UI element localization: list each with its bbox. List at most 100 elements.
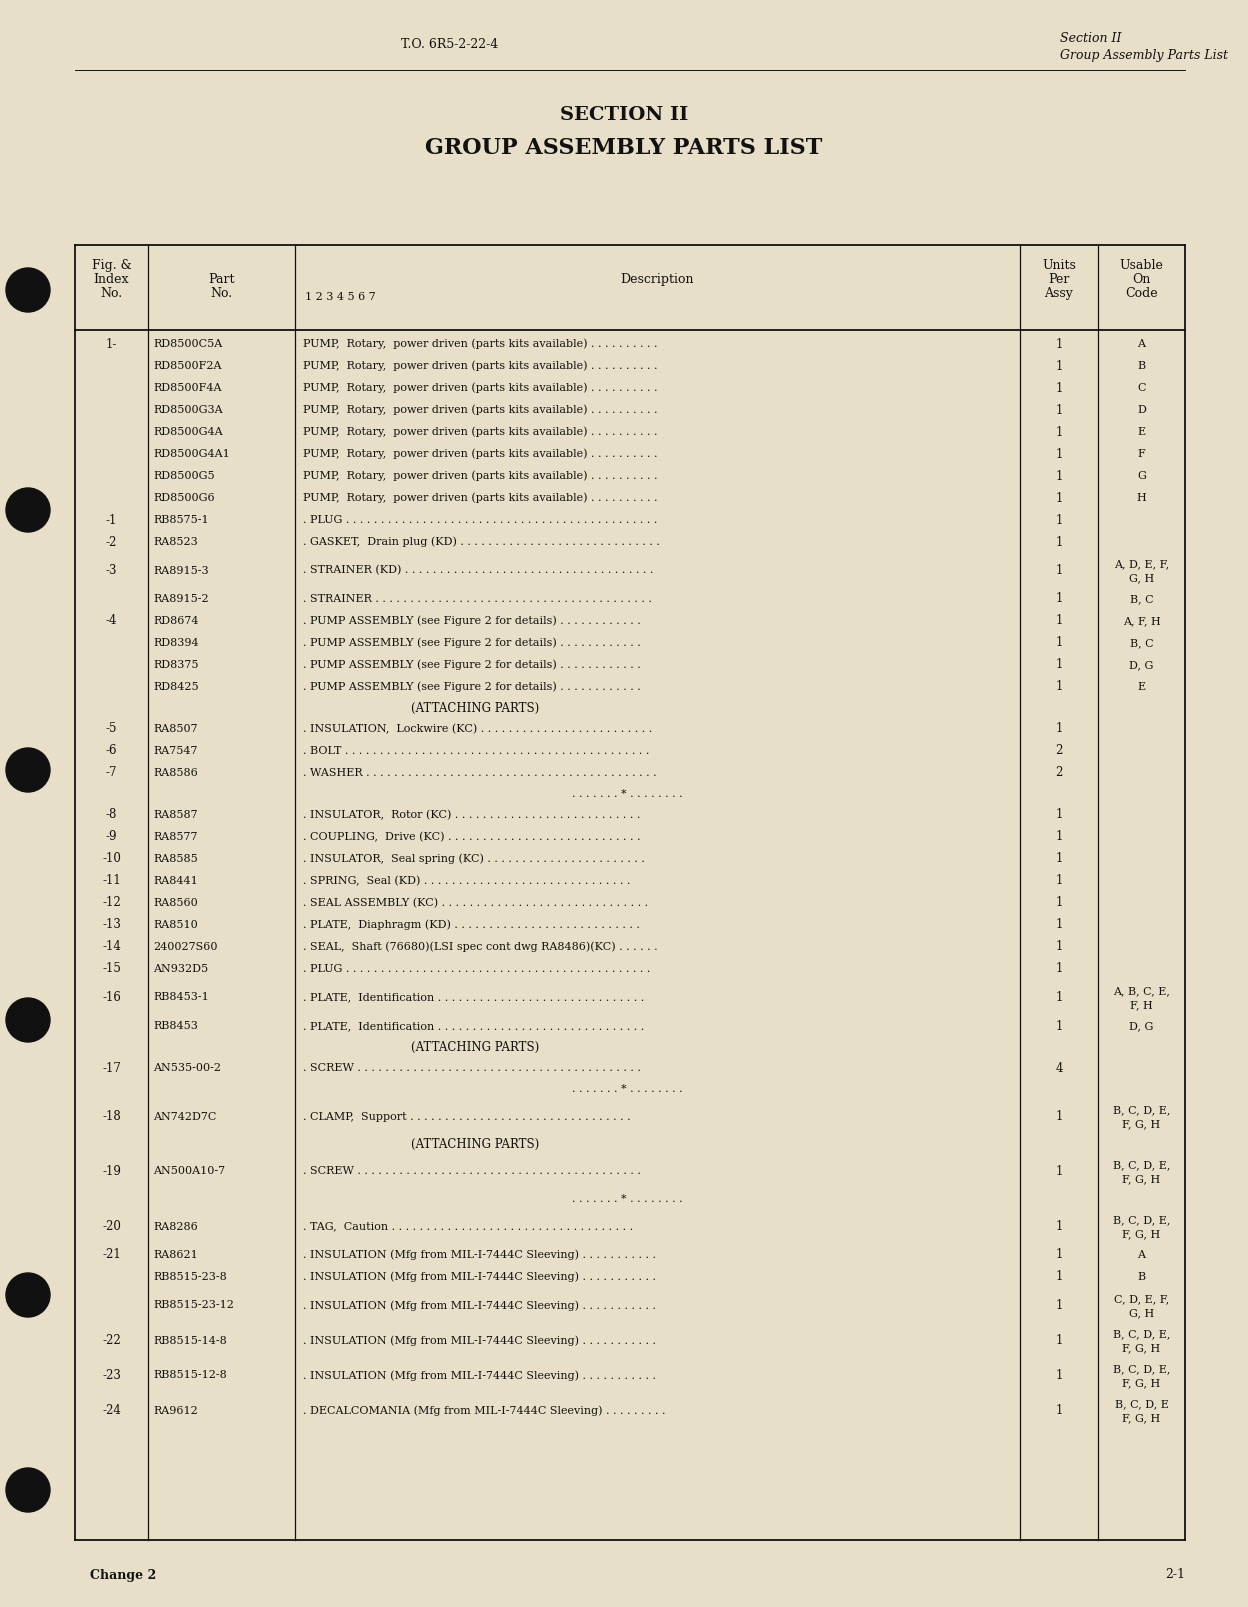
Text: PUMP,  Rotary,  power driven (parts kits available) . . . . . . . . . .: PUMP, Rotary, power driven (parts kits a… — [303, 471, 658, 480]
Text: 240027S60: 240027S60 — [154, 942, 217, 951]
Text: RA8510: RA8510 — [154, 919, 197, 930]
Text: -3: -3 — [106, 564, 117, 577]
Text: . . . . . . . * . . . . . . . .: . . . . . . . * . . . . . . . . — [572, 789, 683, 799]
Text: Part: Part — [208, 273, 235, 286]
Text: PUMP,  Rotary,  power driven (parts kits available) . . . . . . . . . .: PUMP, Rotary, power driven (parts kits a… — [303, 493, 658, 503]
Text: RA8286: RA8286 — [154, 1221, 197, 1231]
Text: -21: -21 — [102, 1249, 121, 1261]
Text: . INSULATION,  Lockwire (KC) . . . . . . . . . . . . . . . . . . . . . . . . .: . INSULATION, Lockwire (KC) . . . . . . … — [303, 723, 653, 734]
Text: 1: 1 — [1056, 1165, 1063, 1178]
Text: -14: -14 — [102, 940, 121, 953]
Text: -13: -13 — [102, 919, 121, 932]
Text: 1: 1 — [1056, 1019, 1063, 1033]
Text: No.: No. — [100, 288, 122, 301]
Text: . COUPLING,  Drive (KC) . . . . . . . . . . . . . . . . . . . . . . . . . . . .: . COUPLING, Drive (KC) . . . . . . . . .… — [303, 832, 640, 842]
Text: B, C: B, C — [1129, 595, 1153, 604]
Text: RA8560: RA8560 — [154, 898, 197, 908]
Text: B, C, D, E,: B, C, D, E, — [1113, 1160, 1171, 1170]
Text: Fig. &: Fig. & — [91, 259, 131, 272]
Text: . SEAL,  Shaft (76680)(LSI spec cont dwg RA8486)(KC) . . . . . .: . SEAL, Shaft (76680)(LSI spec cont dwg … — [303, 942, 658, 953]
Text: -8: -8 — [106, 808, 117, 821]
Text: E: E — [1137, 681, 1146, 693]
Text: . INSULATOR,  Rotor (KC) . . . . . . . . . . . . . . . . . . . . . . . . . . .: . INSULATOR, Rotor (KC) . . . . . . . . … — [303, 810, 640, 820]
Text: 1: 1 — [1056, 808, 1063, 821]
Text: Group Assembly Parts List: Group Assembly Parts List — [1060, 50, 1228, 63]
Text: Assy: Assy — [1045, 288, 1073, 301]
Text: RD8425: RD8425 — [154, 681, 198, 693]
Text: RD8674: RD8674 — [154, 615, 198, 627]
Text: . PUMP ASSEMBLY (see Figure 2 for details) . . . . . . . . . . . .: . PUMP ASSEMBLY (see Figure 2 for detail… — [303, 638, 640, 648]
Text: Usable: Usable — [1119, 259, 1163, 272]
Text: G, H: G, H — [1129, 574, 1154, 583]
Text: A: A — [1137, 339, 1146, 349]
Text: 2: 2 — [1056, 767, 1063, 779]
Text: (ATTACHING PARTS): (ATTACHING PARTS) — [411, 702, 539, 715]
Text: . SCREW . . . . . . . . . . . . . . . . . . . . . . . . . . . . . . . . . . . . : . SCREW . . . . . . . . . . . . . . . . … — [303, 1062, 641, 1073]
Text: 1: 1 — [1056, 514, 1063, 527]
Text: A: A — [1137, 1250, 1146, 1260]
Text: RD8500G6: RD8500G6 — [154, 493, 215, 503]
Text: RD8500G4A: RD8500G4A — [154, 427, 222, 437]
Text: RA7547: RA7547 — [154, 746, 197, 755]
Text: 1: 1 — [1056, 614, 1063, 627]
Text: G, H: G, H — [1129, 1308, 1154, 1318]
Text: RD8500G3A: RD8500G3A — [154, 405, 222, 415]
Text: . WASHER . . . . . . . . . . . . . . . . . . . . . . . . . . . . . . . . . . . .: . WASHER . . . . . . . . . . . . . . . .… — [303, 768, 656, 778]
Text: 1: 1 — [1056, 1334, 1063, 1347]
Text: F, G, H: F, G, H — [1122, 1379, 1161, 1388]
Text: 1: 1 — [1056, 426, 1063, 439]
Text: RB8453-1: RB8453-1 — [154, 993, 208, 1003]
Text: . PLATE,  Identification . . . . . . . . . . . . . . . . . . . . . . . . . . . .: . PLATE, Identification . . . . . . . . … — [303, 1020, 644, 1032]
Text: . INSULATION (Mfg from MIL-I-7444C Sleeving) . . . . . . . . . . .: . INSULATION (Mfg from MIL-I-7444C Sleev… — [303, 1300, 656, 1311]
Text: 4: 4 — [1056, 1062, 1063, 1075]
Text: B: B — [1137, 362, 1146, 371]
Text: 1: 1 — [1056, 1271, 1063, 1284]
Text: -22: -22 — [102, 1334, 121, 1347]
Text: . INSULATION (Mfg from MIL-I-7444C Sleeving) . . . . . . . . . . .: . INSULATION (Mfg from MIL-I-7444C Sleev… — [303, 1371, 656, 1380]
Text: A, D, E, F,: A, D, E, F, — [1114, 559, 1169, 569]
Text: -10: -10 — [102, 852, 121, 866]
Text: 1: 1 — [1056, 940, 1063, 953]
Text: -6: -6 — [106, 744, 117, 757]
Text: RB8515-23-12: RB8515-23-12 — [154, 1300, 233, 1310]
Text: (ATTACHING PARTS): (ATTACHING PARTS) — [411, 1040, 539, 1054]
Text: E: E — [1137, 427, 1146, 437]
Text: 1: 1 — [1056, 680, 1063, 694]
Text: PUMP,  Rotary,  power driven (parts kits available) . . . . . . . . . .: PUMP, Rotary, power driven (parts kits a… — [303, 448, 658, 460]
Text: H: H — [1137, 493, 1147, 503]
Text: F, G, H: F, G, H — [1122, 1414, 1161, 1424]
Text: -15: -15 — [102, 963, 121, 975]
Text: C, D, E, F,: C, D, E, F, — [1114, 1295, 1169, 1305]
Text: RB8575-1: RB8575-1 — [154, 514, 208, 525]
Text: 1: 1 — [1056, 492, 1063, 505]
Text: RA8441: RA8441 — [154, 876, 197, 885]
Text: . PUMP ASSEMBLY (see Figure 2 for details) . . . . . . . . . . . .: . PUMP ASSEMBLY (see Figure 2 for detail… — [303, 615, 640, 627]
Text: -17: -17 — [102, 1062, 121, 1075]
Text: . INSULATION (Mfg from MIL-I-7444C Sleeving) . . . . . . . . . . .: . INSULATION (Mfg from MIL-I-7444C Sleev… — [303, 1335, 656, 1345]
Text: 1: 1 — [1056, 659, 1063, 672]
Text: RA8587: RA8587 — [154, 810, 197, 820]
Text: A, F, H: A, F, H — [1123, 615, 1161, 627]
Text: AN500A10-7: AN500A10-7 — [154, 1167, 225, 1176]
Text: 1: 1 — [1056, 1298, 1063, 1311]
Text: D, G: D, G — [1129, 1020, 1153, 1032]
Text: . STRAINER (KD) . . . . . . . . . . . . . . . . . . . . . . . . . . . . . . . . : . STRAINER (KD) . . . . . . . . . . . . … — [303, 566, 654, 575]
Circle shape — [6, 998, 50, 1041]
Circle shape — [6, 747, 50, 792]
Text: . INSULATION (Mfg from MIL-I-7444C Sleeving) . . . . . . . . . . .: . INSULATION (Mfg from MIL-I-7444C Sleev… — [303, 1271, 656, 1282]
Text: 1: 1 — [1056, 1220, 1063, 1233]
Text: 2: 2 — [1056, 744, 1063, 757]
Text: B, C, D, E: B, C, D, E — [1114, 1400, 1168, 1409]
Text: . TAG,  Caution . . . . . . . . . . . . . . . . . . . . . . . . . . . . . . . . : . TAG, Caution . . . . . . . . . . . . .… — [303, 1221, 633, 1231]
Text: 1: 1 — [1056, 564, 1063, 577]
Text: RA8577: RA8577 — [154, 832, 197, 842]
Text: 1: 1 — [1056, 874, 1063, 887]
Text: F, G, H: F, G, H — [1122, 1175, 1161, 1184]
Text: PUMP,  Rotary,  power driven (parts kits available) . . . . . . . . . .: PUMP, Rotary, power driven (parts kits a… — [303, 360, 658, 371]
Text: T.O. 6R5-2-22-4: T.O. 6R5-2-22-4 — [402, 39, 499, 51]
Text: RD8500F4A: RD8500F4A — [154, 382, 221, 394]
Text: F, G, H: F, G, H — [1122, 1120, 1161, 1130]
Text: 1: 1 — [1056, 337, 1063, 350]
Text: . BOLT . . . . . . . . . . . . . . . . . . . . . . . . . . . . . . . . . . . . .: . BOLT . . . . . . . . . . . . . . . . .… — [303, 746, 649, 755]
Text: RD8500G5: RD8500G5 — [154, 471, 215, 480]
